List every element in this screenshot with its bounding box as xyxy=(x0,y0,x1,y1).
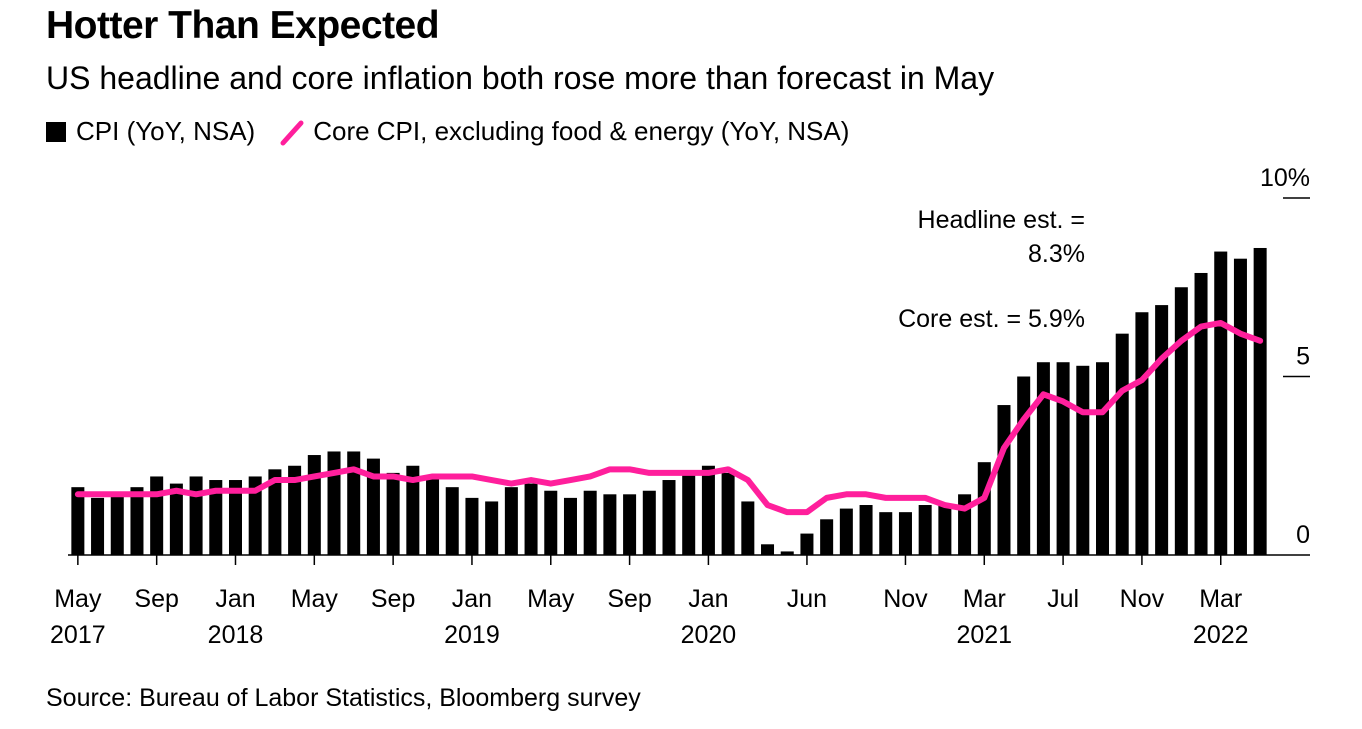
cpi-bar-2021-09 xyxy=(1096,362,1110,555)
x-tick-label-month: Jan xyxy=(215,585,255,613)
cpi-bar-2018-02 xyxy=(248,476,262,555)
x-tick-label-year: 2017 xyxy=(50,621,106,649)
cpi-bar-2017-11 xyxy=(189,476,203,555)
cpi-bar-2019-07 xyxy=(583,490,597,555)
cpi-bar-2021-01 xyxy=(938,505,952,555)
x-tick-label-year: 2021 xyxy=(956,621,1012,649)
cpi-bar-2018-10 xyxy=(406,465,420,555)
x-tick-label-month: Mar xyxy=(1199,585,1242,613)
cpi-bar-2019-05 xyxy=(544,490,558,555)
chart-title: Hotter Than Expected xyxy=(46,4,440,47)
core-estimate-label: Core est. = 5.9% xyxy=(898,305,1085,333)
chart-subtitle: US headline and core inflation both rose… xyxy=(46,60,995,96)
cpi-bar-2018-03 xyxy=(268,469,282,555)
cpi-bar-2019-04 xyxy=(524,483,538,555)
headline-estimate-value: 8.3% xyxy=(1028,240,1085,268)
cpi-bar-2018-11 xyxy=(426,476,440,555)
source-note: Source: Bureau of Labor Statistics, Bloo… xyxy=(46,684,641,712)
cpi-bar-2017-09 xyxy=(150,476,164,555)
cpi-bar-2022-04 xyxy=(1233,258,1247,555)
x-tick-label-month: Mar xyxy=(963,585,1006,613)
x-tick-label-year: 2020 xyxy=(681,621,737,649)
cpi-bar-2018-05 xyxy=(307,455,321,555)
cpi-bar-2022-03 xyxy=(1214,251,1228,556)
cpi-bar-2020-01 xyxy=(701,465,715,555)
x-tick-label-month: May xyxy=(291,585,339,613)
cpi-legend-swatch xyxy=(46,121,66,142)
cpi-bar-2019-10 xyxy=(642,490,656,555)
x-tick-label-month: Sep xyxy=(371,585,415,613)
cpi-bar-2019-02 xyxy=(485,501,499,555)
cpi-bar-2018-09 xyxy=(386,472,400,555)
cpi-bar-2017-07 xyxy=(110,494,124,555)
cpi-bar-2018-08 xyxy=(366,458,380,555)
cpi-bar-2021-04 xyxy=(997,405,1011,555)
core-legend-swatch xyxy=(280,120,304,145)
cpi-bar-2022-02 xyxy=(1194,272,1208,555)
cpi-bar-2020-07 xyxy=(820,519,834,555)
cpi-bar-2022-05 xyxy=(1253,247,1267,556)
x-tick-label-month: Sep xyxy=(134,585,178,613)
cpi-bar-2018-07 xyxy=(347,451,361,555)
cpi-bar-2019-11 xyxy=(662,480,676,555)
cpi-bar-2017-10 xyxy=(169,483,183,555)
cpi-bar-2019-06 xyxy=(563,497,577,555)
headline-estimate-label: Headline est. = xyxy=(918,206,1085,234)
cpi-bar-2019-09 xyxy=(623,494,637,555)
core-cpi-line xyxy=(74,319,1264,516)
cpi-bar-2017-06 xyxy=(91,497,105,555)
cpi-bar-2022-01 xyxy=(1174,287,1188,555)
cpi-bar-2020-08 xyxy=(839,508,853,555)
cpi-bar-2018-06 xyxy=(327,451,341,555)
cpi-legend-label: CPI (YoY, NSA) xyxy=(76,116,256,146)
x-tick-label-month: Nov xyxy=(883,585,928,613)
y-tick-label-5: 5 xyxy=(1296,343,1310,371)
y-tick-label-10: 10% xyxy=(1260,164,1310,192)
x-tick-label-month: Jun xyxy=(787,585,827,613)
cpi-bar-2021-05 xyxy=(1017,376,1031,555)
cpi-bar-2019-01 xyxy=(465,497,479,555)
x-tick-label-month: May xyxy=(527,585,575,613)
cpi-bar-2021-03 xyxy=(977,462,991,555)
cpi-bar-2019-12 xyxy=(682,472,696,555)
cpi-bar-2019-08 xyxy=(603,494,617,555)
cpi-bar-2020-12 xyxy=(918,505,932,555)
cpi-bar-2021-08 xyxy=(1076,365,1090,555)
x-tick-label-month: Jan xyxy=(452,585,492,613)
cpi-bar-2020-09 xyxy=(859,505,873,555)
cpi-bar-2018-04 xyxy=(288,465,302,555)
x-tick-label-month: May xyxy=(54,585,102,613)
x-tick-label-year: 2022 xyxy=(1193,621,1249,649)
cpi-bar-2021-07 xyxy=(1056,362,1070,555)
cpi-bar-2018-12 xyxy=(445,487,459,555)
x-tick-label-year: 2019 xyxy=(444,621,500,649)
x-tick-label-month: Jul xyxy=(1047,585,1079,613)
cpi-bar-2020-02 xyxy=(721,472,735,555)
legend: CPI (YoY, NSA) Core CPI, excluding food … xyxy=(46,116,849,147)
x-tick-label-month: Jan xyxy=(688,585,728,613)
cpi-bar-2017-12 xyxy=(209,480,223,555)
x-tick-label-month: Nov xyxy=(1120,585,1165,613)
y-tick-label-0: 0 xyxy=(1296,521,1310,549)
cpi-bar-2021-10 xyxy=(1115,333,1129,555)
cpi-bar-2019-03 xyxy=(504,487,518,555)
cpi-bar-2020-05 xyxy=(780,551,794,555)
cpi-bar-2017-05 xyxy=(71,487,85,555)
cpi-bar-2018-01 xyxy=(228,480,242,555)
cpi-bar-2021-06 xyxy=(1036,362,1050,555)
cpi-bar-2021-12 xyxy=(1155,305,1169,555)
cpi-bar-2017-08 xyxy=(130,487,144,555)
x-tick-label-month: Sep xyxy=(607,585,651,613)
cpi-bar-2020-10 xyxy=(879,512,893,555)
cpi-bar-2020-06 xyxy=(800,533,814,555)
cpi-bar-2020-04 xyxy=(761,544,775,555)
cpi-bar-2021-11 xyxy=(1135,312,1149,555)
core-legend-label: Core CPI, excluding food & energy (YoY, … xyxy=(313,116,850,146)
cpi-bar-2020-11 xyxy=(898,512,912,555)
cpi-bar-2020-03 xyxy=(741,501,755,555)
x-tick-label-year: 2018 xyxy=(208,621,264,649)
